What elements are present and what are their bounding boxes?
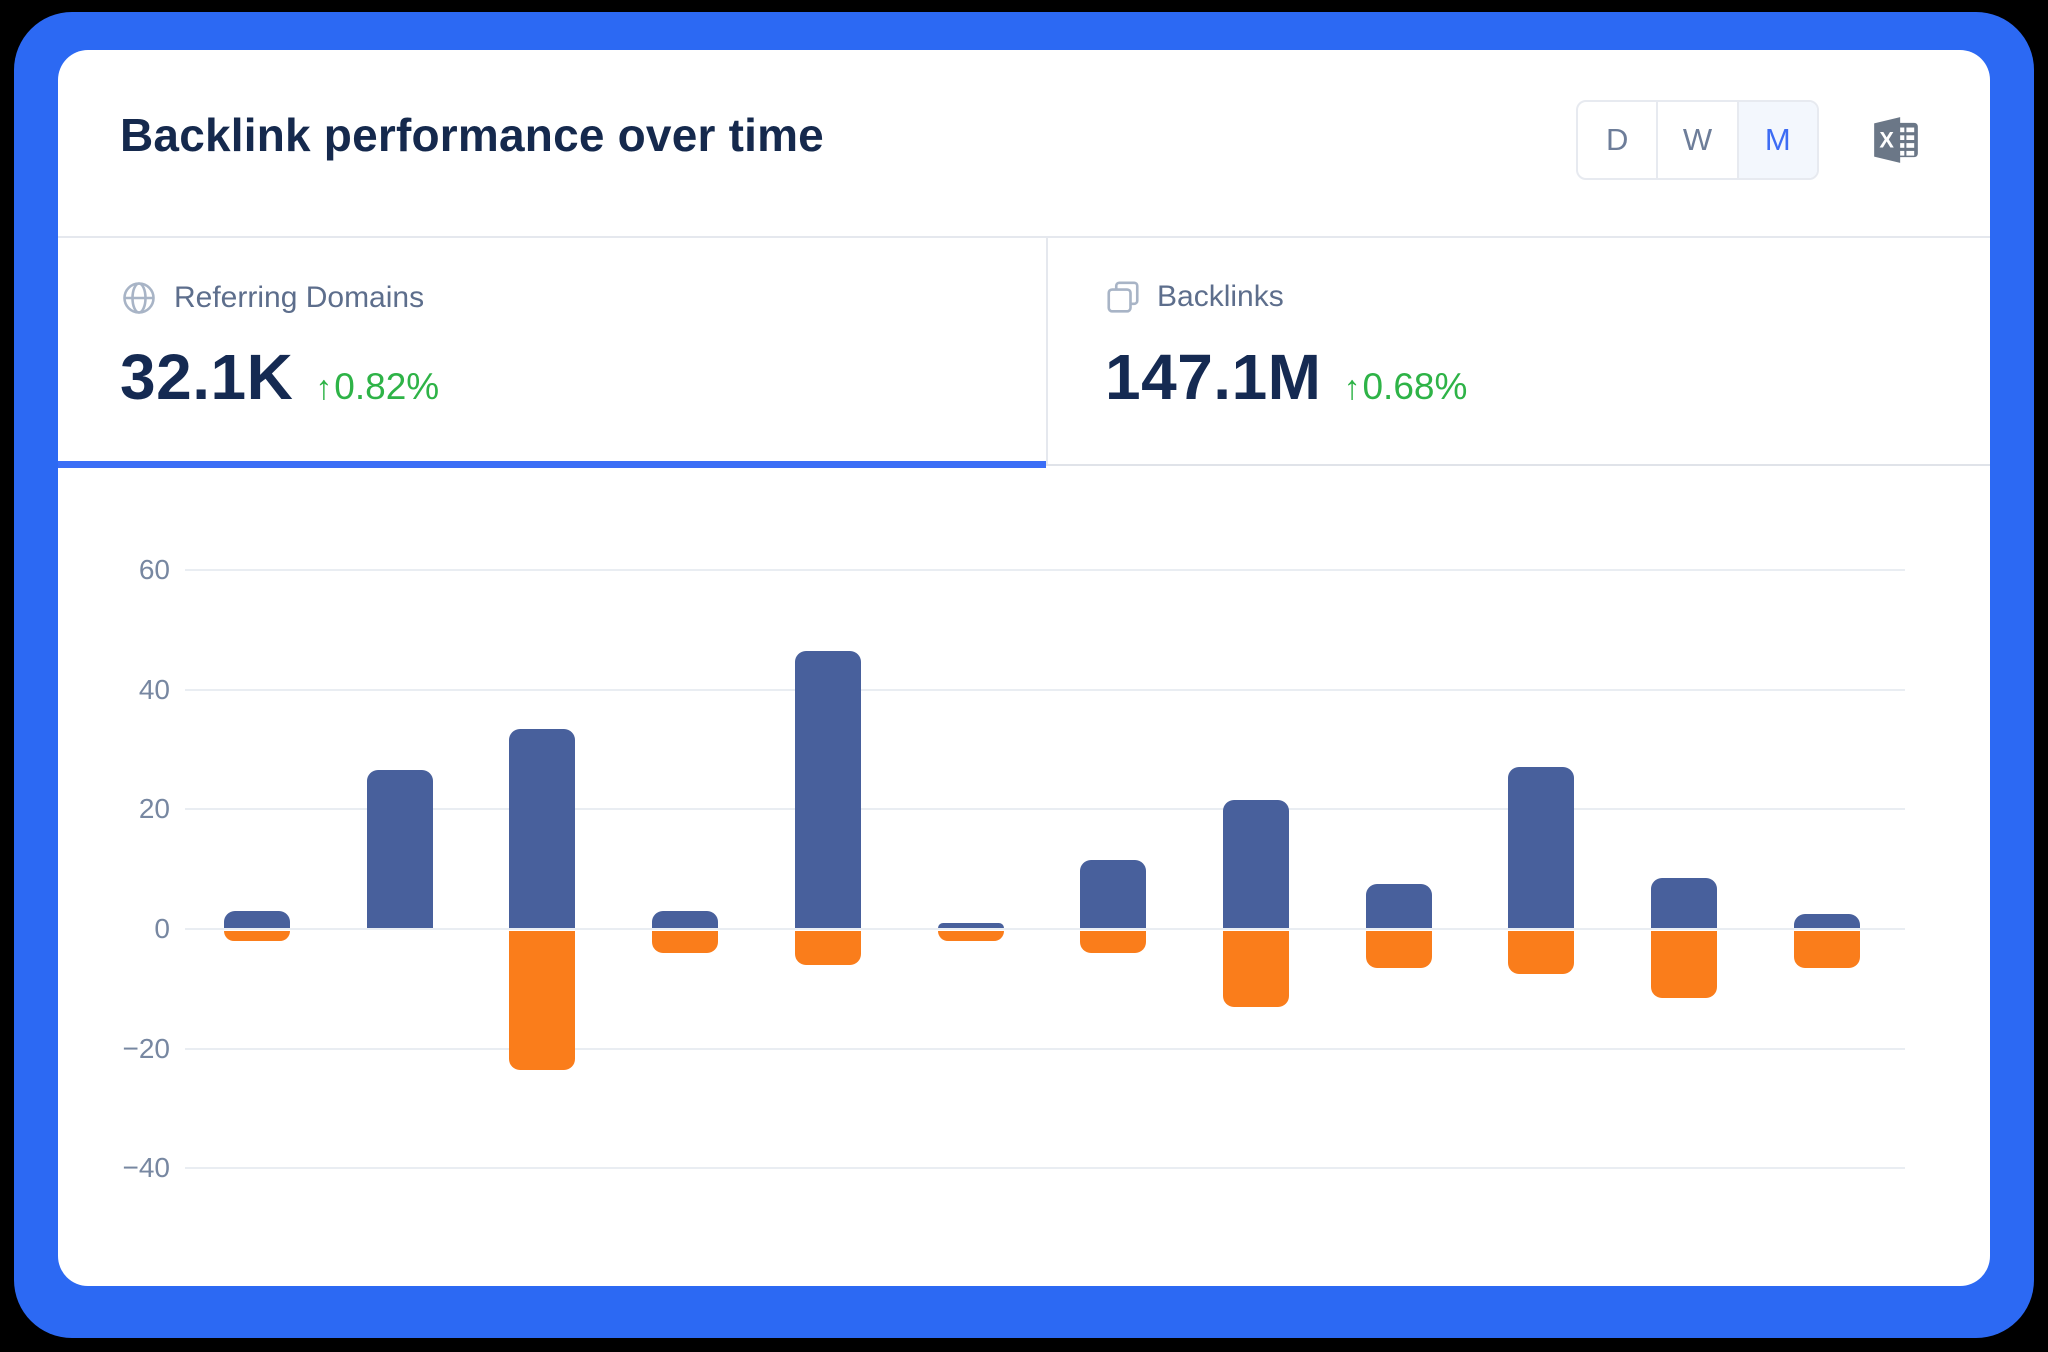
excel-icon: X: [1870, 117, 1922, 169]
gridline: [185, 688, 1905, 691]
bar-gained[interactable]: [509, 728, 576, 928]
referring-domains-tab-area[interactable]: Referring Domains 32.1K ↑ 0.82%: [120, 237, 1026, 465]
y-axis-tick: −20: [122, 1032, 171, 1064]
bar-gained[interactable]: [224, 911, 290, 928]
gridline: [185, 1047, 1905, 1050]
stat-value: 147.1M: [1105, 341, 1322, 413]
bar-gained[interactable]: [1080, 860, 1147, 928]
backlink-performance-card: Backlink performance over time D W M X: [58, 50, 1990, 1286]
bar-lost[interactable]: [1222, 931, 1289, 1007]
gridline: [185, 568, 1905, 571]
header-divider: [58, 236, 1990, 238]
bar-lost[interactable]: [1080, 931, 1147, 953]
stat-label: Referring Domains: [174, 281, 425, 314]
bar-gained[interactable]: [1793, 914, 1860, 928]
gridline: [185, 1167, 1905, 1170]
arrow-up-icon: ↑: [315, 369, 333, 408]
gridline: [185, 928, 1905, 930]
y-axis-tick: −40: [122, 1152, 171, 1184]
y-axis-tick: 20: [138, 793, 170, 825]
period-toggle: D W M: [1576, 100, 1819, 180]
y-axis-tick: 60: [138, 553, 170, 585]
stats-vertical-divider: [1046, 237, 1048, 465]
bar-lost[interactable]: [1651, 931, 1717, 998]
bar-chart: 60 40 20 0 −20 −40: [58, 470, 1990, 1286]
bar-lost[interactable]: [1793, 931, 1860, 968]
page-title: Backlink performance over time: [120, 109, 824, 161]
bar-gained[interactable]: [794, 650, 861, 928]
bar-gained[interactable]: [1222, 800, 1289, 928]
bar-lost[interactable]: [937, 931, 1004, 941]
bar-lost[interactable]: [509, 931, 576, 1070]
bar-lost[interactable]: [1508, 931, 1575, 974]
bar-gained[interactable]: [1508, 767, 1575, 928]
bar-lost[interactable]: [794, 931, 861, 965]
y-axis-tick: 40: [138, 673, 170, 705]
bar-gained[interactable]: [1365, 884, 1432, 928]
globe-icon: [120, 279, 158, 317]
bar-lost[interactable]: [224, 931, 290, 941]
bar-gained[interactable]: [1651, 878, 1717, 928]
inactive-tab-underline: [1046, 464, 1990, 466]
backlinks-tab-area[interactable]: Backlinks 147.1M ↑ 0.68%: [1105, 237, 1970, 465]
export-excel-button[interactable]: X: [1870, 114, 1922, 166]
toggle-month-button[interactable]: M: [1738, 102, 1817, 178]
backlinks-icon: [1105, 279, 1141, 315]
tab-backlinks: Backlinks 147.1M ↑ 0.68%: [1046, 237, 1990, 465]
y-axis-tick: 0: [154, 913, 170, 944]
stat-change-up: ↑ 0.82%: [315, 366, 440, 408]
bar-gained[interactable]: [652, 911, 719, 928]
svg-text:X: X: [1879, 127, 1894, 152]
bar-gained[interactable]: [937, 923, 1004, 928]
stat-change-up: ↑ 0.68%: [1343, 366, 1468, 408]
arrow-up-icon: ↑: [1343, 369, 1361, 408]
tab-referring-domains: Referring Domains 32.1K ↑ 0.82%: [58, 237, 1046, 465]
toggle-week-button[interactable]: W: [1658, 102, 1739, 178]
stat-label: Backlinks: [1157, 280, 1284, 313]
active-tab-underline: [58, 461, 1046, 468]
bar-lost[interactable]: [1365, 931, 1432, 968]
chart-plot: 60 40 20 0 −20 −40: [58, 470, 1990, 1286]
bar-lost[interactable]: [652, 931, 719, 953]
bar-gained[interactable]: [366, 770, 433, 928]
gridline: [185, 808, 1905, 811]
stat-value: 32.1K: [120, 341, 294, 413]
toggle-day-button[interactable]: D: [1578, 102, 1659, 178]
